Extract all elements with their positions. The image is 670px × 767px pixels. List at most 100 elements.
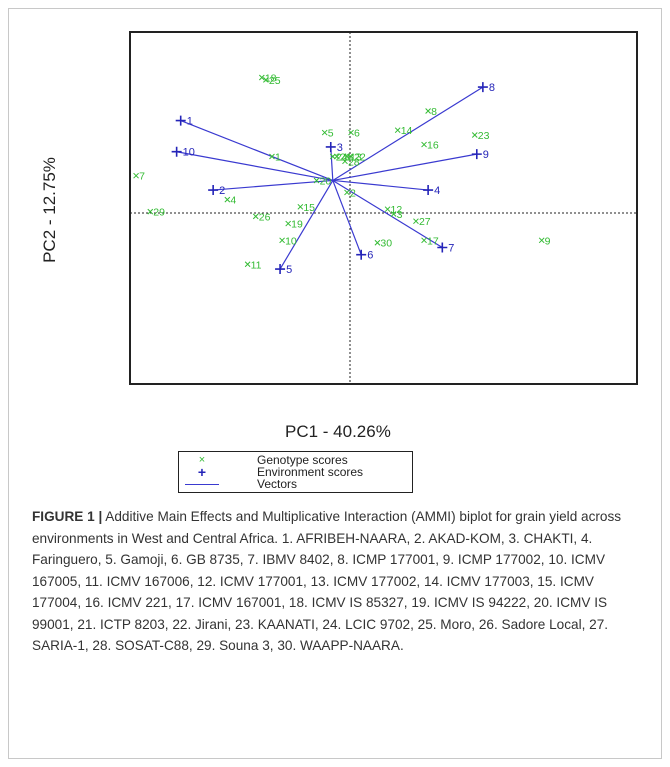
genotype-label-17: 17	[427, 235, 439, 247]
genotype-label-9: 9	[545, 235, 551, 247]
caption-label: FIGURE 1 |	[32, 509, 103, 524]
caption-text: Additive Main Effects and Multiplicative…	[32, 509, 622, 653]
environment-marker-5	[275, 264, 286, 275]
environment-label-1: 1	[187, 116, 193, 128]
vector-env-7	[332, 179, 443, 249]
genotype-label-23: 23	[478, 130, 490, 142]
vector-env-4	[332, 179, 429, 191]
environment-marker-9	[471, 149, 482, 160]
vector-env-9	[332, 153, 477, 182]
environment-label-8: 8	[489, 82, 495, 94]
environment-label-7: 7	[448, 243, 454, 255]
vector-env-8	[332, 86, 484, 181]
x-axis-label: PC1 - 40.26%	[285, 422, 391, 441]
genotype-marker-5	[321, 129, 328, 136]
genotype-marker-17	[421, 237, 427, 244]
genotype-marker-28	[342, 158, 348, 165]
vector-env-1	[180, 120, 334, 182]
genotype-marker-26	[252, 213, 259, 220]
environment-label-5: 5	[286, 264, 292, 276]
environment-marker-1	[175, 115, 186, 126]
environment-label-2: 2	[219, 185, 225, 197]
genotype-label-12: 12	[391, 204, 403, 216]
environment-label-3: 3	[337, 142, 343, 154]
legend-vectors-row: Vectors	[179, 478, 412, 491]
genotype-marker-1	[269, 153, 275, 160]
plot-border	[129, 31, 638, 385]
environment-marker-10	[171, 146, 182, 157]
genotype-label-3: 3	[397, 209, 403, 221]
genotype-marker-22	[348, 153, 354, 160]
genotype-label-18: 18	[265, 72, 277, 84]
y-axis-label: PC2 - 12.75%	[40, 157, 59, 263]
environment-label-4: 4	[434, 185, 440, 197]
genotype-marker-2	[344, 189, 350, 196]
genotype-label-25: 25	[269, 75, 281, 87]
environment-marker-2	[208, 185, 219, 196]
genotype-marker-18	[258, 74, 265, 81]
genotype-label-28: 28	[348, 156, 360, 168]
genotype-label-2: 2	[350, 187, 356, 199]
environment-marker-3	[325, 141, 336, 152]
genotype-marker-9	[538, 237, 545, 244]
genotype-marker-24	[329, 153, 336, 160]
genotype-marker-12	[384, 206, 391, 213]
genotype-marker-3	[390, 211, 397, 217]
genotype-label-20: 20	[320, 175, 332, 187]
genotype-marker-7	[133, 172, 139, 179]
legend-environment-symbol: +	[197, 464, 207, 480]
genotype-label-19: 19	[291, 219, 303, 231]
genotype-marker-23	[471, 132, 478, 138]
vector-env-10	[176, 151, 333, 182]
genotype-label-5: 5	[328, 128, 334, 140]
vector-env-2	[213, 179, 333, 191]
environment-marker-7	[437, 242, 448, 253]
genotype-label-11: 11	[251, 259, 262, 271]
genotype-marker-20	[313, 177, 320, 184]
genotype-label-13: 13	[350, 152, 362, 164]
figure-frame	[8, 8, 662, 759]
genotype-marker-15	[297, 203, 304, 210]
genotype-marker-27	[413, 218, 419, 225]
genotype-label-26: 26	[259, 211, 271, 223]
legend: × Genotype scores + Environment scores V…	[178, 451, 413, 493]
vector-env-5	[279, 180, 334, 270]
environment-marker-6	[356, 249, 367, 260]
genotype-label-1: 1	[275, 152, 281, 164]
genotype-marker-29	[147, 208, 154, 215]
genotype-label-21: 21	[340, 152, 352, 164]
vector-group	[176, 86, 484, 270]
genotype-marker-16	[421, 141, 427, 148]
genotype-marker-21	[334, 153, 340, 160]
genotype-marker-14	[394, 127, 401, 134]
legend-genotype-symbol: ×	[198, 454, 206, 466]
genotype-label-14: 14	[401, 125, 413, 137]
vector-env-6	[332, 180, 362, 255]
genotype-marker-6	[348, 129, 354, 136]
genotype-label-15: 15	[303, 202, 315, 214]
genotype-marker-13	[344, 153, 350, 160]
genotype-label-27: 27	[419, 216, 431, 228]
genotype-label-29: 29	[153, 207, 165, 219]
legend-environment-label: Environment scores	[257, 465, 364, 479]
figure-caption: FIGURE 1 | Additive Main Effects and Mul…	[32, 506, 640, 657]
genotype-label-7: 7	[139, 171, 145, 183]
genotype-marker-30	[374, 239, 381, 246]
environment-label-9: 9	[483, 149, 489, 161]
legend-genotype-row: × Genotype scores	[179, 454, 412, 467]
genotype-marker-19	[285, 220, 292, 227]
genotype-label-6: 6	[354, 128, 360, 140]
genotype-marker-8	[425, 108, 431, 114]
legend-environment-row: + Environment scores	[179, 464, 412, 480]
environment-marker-4	[423, 185, 434, 196]
vector-env-3	[330, 146, 334, 181]
environment-label-6: 6	[367, 250, 373, 262]
genotype-label-8: 8	[431, 106, 437, 118]
legend-vectors-label: Vectors	[257, 477, 298, 491]
environment-marker-8	[477, 82, 488, 93]
legend-vector-line	[185, 484, 219, 485]
genotype-label-4: 4	[230, 195, 236, 207]
